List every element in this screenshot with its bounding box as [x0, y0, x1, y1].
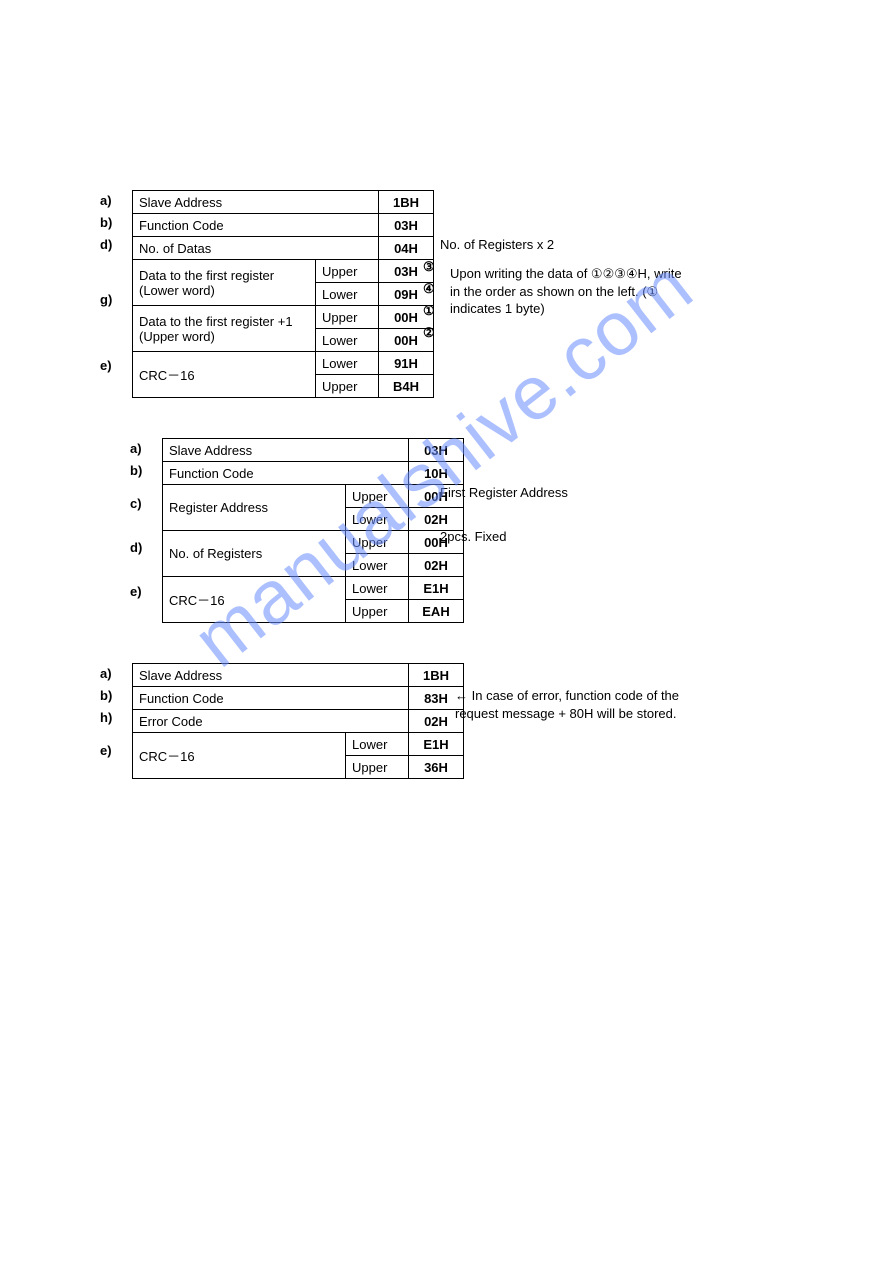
table-row: Slave Address 1BH	[133, 664, 464, 687]
circ4: ④	[423, 280, 435, 298]
cell-ul: Lower	[346, 733, 409, 756]
cell-value: 10H	[409, 462, 464, 485]
table-row: Function Code 83H	[133, 687, 464, 710]
table-row: CRC－16 Lower E1H	[133, 733, 464, 756]
table-row: No. of Datas 04H	[133, 237, 434, 260]
note-registers: No. of Registers x 2	[440, 236, 554, 254]
cell-name: Register Address	[163, 485, 346, 531]
cell-name: Function Code	[163, 462, 409, 485]
row-label: b)	[100, 688, 128, 703]
cell-name: Slave Address	[163, 439, 409, 462]
table3-section: a) b) h) e) Slave Address 1BH Function C…	[100, 663, 800, 779]
cell-name: Data to the first register +1 (Upper wor…	[133, 306, 316, 352]
cell-ul: Lower	[346, 554, 409, 577]
table-row: CRC－16 Lower E1H	[163, 577, 464, 600]
note-side: Upon writing the data of ①②③④H, write in…	[450, 265, 690, 318]
row-label: c)	[130, 496, 158, 511]
n2: (Lower word)	[139, 283, 215, 298]
cell-name: Error Code	[133, 710, 409, 733]
cell-name: Function Code	[133, 214, 379, 237]
cell-value: 36H	[409, 756, 464, 779]
cell-name: Function Code	[133, 687, 409, 710]
circ2: ②	[423, 324, 435, 342]
table2: Slave Address 03H Function Code 10H Regi…	[162, 438, 464, 623]
cell-value: 03H	[409, 439, 464, 462]
row-label: e)	[100, 358, 128, 373]
row-label: e)	[130, 584, 158, 599]
circ3: ③	[423, 258, 435, 276]
row-label: a)	[100, 666, 128, 681]
cell-name: CRC－16	[133, 352, 316, 398]
page-content: a) b) d) g) e) Slave Address 1BH Functio…	[100, 190, 800, 819]
cell-ul: Lower	[316, 283, 379, 306]
cell-ul: Upper	[346, 756, 409, 779]
cell-ul: Upper	[316, 306, 379, 329]
cell-name: No. of Datas	[133, 237, 379, 260]
cell-value: 03H	[379, 214, 434, 237]
note-fixed: 2pcs. Fixed	[440, 528, 506, 546]
cell-value: 04H	[379, 237, 434, 260]
n2: (Upper word)	[139, 329, 215, 344]
circ1: ①	[423, 302, 435, 320]
cell-ul: Upper	[316, 375, 379, 398]
cell-name: CRC－16	[163, 577, 346, 623]
table2-section: a) b) c) d) e) Slave Address 03H Functio…	[130, 438, 800, 623]
cell-value: 1BH	[379, 191, 434, 214]
cell-ul: Upper	[346, 485, 409, 508]
table-row: Data to the first register +1 (Upper wor…	[133, 306, 434, 329]
cell-name: CRC－16	[133, 733, 346, 779]
cell-ul: Upper	[346, 600, 409, 623]
row-label: g)	[100, 292, 128, 307]
table-row: Function Code 10H	[163, 462, 464, 485]
note-regaddr: First Register Address	[440, 484, 568, 502]
cell-name: Slave Address	[133, 664, 409, 687]
cell-name: Data to the first register (Lower word)	[133, 260, 316, 306]
table-row: Function Code 03H	[133, 214, 434, 237]
cell-value: 91H	[379, 352, 434, 375]
cell-value: E1H	[409, 577, 464, 600]
row-label: h)	[100, 710, 128, 725]
cell-ul: Upper	[346, 531, 409, 554]
cell-value: B4H	[379, 375, 434, 398]
table-row: Slave Address 03H	[163, 439, 464, 462]
cell-name: Slave Address	[133, 191, 379, 214]
row-label: a)	[100, 193, 128, 208]
cell-ul: Upper	[316, 260, 379, 283]
table-row: Slave Address 1BH	[133, 191, 434, 214]
n1: Data to the first register +1	[139, 314, 293, 329]
table-row: Data to the first register (Lower word) …	[133, 260, 434, 283]
cell-ul: Lower	[346, 508, 409, 531]
table1: Slave Address 1BH Function Code 03H No. …	[132, 190, 434, 398]
table3: Slave Address 1BH Function Code 83H Erro…	[132, 663, 464, 779]
row-label: d)	[130, 540, 158, 555]
table-row: No. of Registers Upper 00H	[163, 531, 464, 554]
cell-ul: Lower	[316, 352, 379, 375]
row-label: d)	[100, 237, 128, 252]
table-row: Register Address Upper 00H	[163, 485, 464, 508]
cell-ul: Lower	[346, 577, 409, 600]
table1-section: a) b) d) g) e) Slave Address 1BH Functio…	[100, 190, 800, 398]
cell-value: 02H	[409, 554, 464, 577]
row-label: a)	[130, 441, 158, 456]
table-row: CRC－16 Lower 91H	[133, 352, 434, 375]
row-label: b)	[130, 463, 158, 478]
table-row: Error Code 02H	[133, 710, 464, 733]
n1: Data to the first register	[139, 268, 274, 283]
cell-value: EAH	[409, 600, 464, 623]
cell-value: E1H	[409, 733, 464, 756]
cell-ul: Lower	[316, 329, 379, 352]
row-label: e)	[100, 743, 128, 758]
note-error: ← In case of error, function code of the…	[455, 687, 685, 722]
cell-value: 1BH	[409, 664, 464, 687]
row-label: b)	[100, 215, 128, 230]
cell-name: No. of Registers	[163, 531, 346, 577]
